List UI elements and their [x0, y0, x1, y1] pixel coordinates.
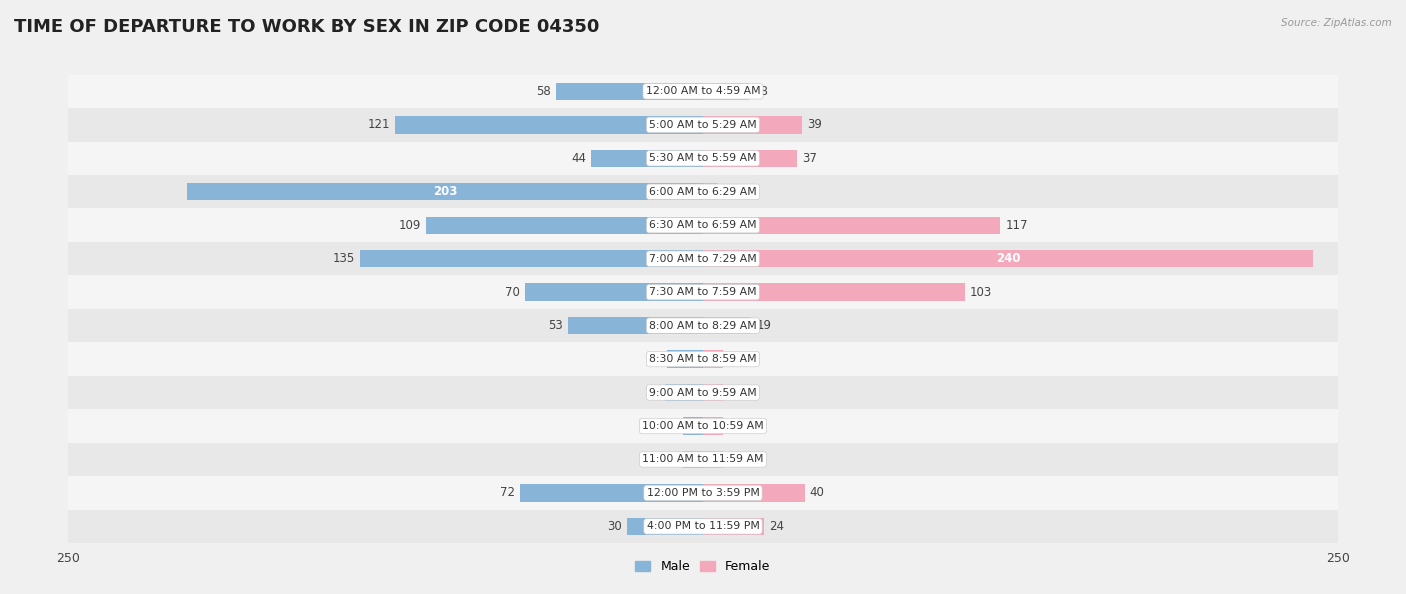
Bar	[67, 75, 1339, 108]
Bar	[524, 283, 703, 301]
Text: 12:00 PM to 3:59 PM: 12:00 PM to 3:59 PM	[647, 488, 759, 498]
Text: 19: 19	[756, 319, 772, 332]
Text: 37: 37	[801, 152, 817, 165]
Bar	[360, 250, 703, 267]
Bar	[555, 83, 703, 100]
Bar	[67, 409, 1339, 443]
Bar	[67, 242, 1339, 276]
Text: 39: 39	[807, 118, 823, 131]
Bar	[426, 217, 703, 234]
Text: 58: 58	[536, 85, 551, 98]
Text: 44: 44	[571, 152, 586, 165]
Text: 6: 6	[723, 185, 731, 198]
Bar	[67, 476, 1339, 510]
Bar	[187, 183, 703, 200]
Bar	[703, 384, 723, 401]
Text: TIME OF DEPARTURE TO WORK BY SEX IN ZIP CODE 04350: TIME OF DEPARTURE TO WORK BY SEX IN ZIP …	[14, 18, 599, 36]
Text: 53: 53	[548, 319, 564, 332]
Bar	[703, 518, 763, 535]
Text: 121: 121	[368, 118, 391, 131]
Bar	[703, 451, 723, 468]
Text: 117: 117	[1005, 219, 1028, 232]
Text: 40: 40	[810, 486, 825, 500]
Text: 6:00 AM to 6:29 AM: 6:00 AM to 6:29 AM	[650, 187, 756, 197]
Text: 203: 203	[433, 185, 457, 198]
Text: 5:30 AM to 5:59 AM: 5:30 AM to 5:59 AM	[650, 153, 756, 163]
Bar	[683, 418, 703, 435]
Text: 0: 0	[728, 386, 735, 399]
Text: 30: 30	[607, 520, 621, 533]
Text: 0: 0	[671, 453, 678, 466]
Bar	[67, 342, 1339, 376]
Bar	[703, 83, 749, 100]
Bar	[703, 418, 723, 435]
Bar	[67, 309, 1339, 342]
Text: 0: 0	[671, 419, 678, 432]
Text: 4:00 PM to 11:59 PM: 4:00 PM to 11:59 PM	[647, 522, 759, 532]
Text: 12:00 AM to 4:59 AM: 12:00 AM to 4:59 AM	[645, 86, 761, 96]
Bar	[668, 350, 703, 368]
Bar	[67, 376, 1339, 409]
Text: 9:00 AM to 9:59 AM: 9:00 AM to 9:59 AM	[650, 387, 756, 397]
Text: 5:00 AM to 5:29 AM: 5:00 AM to 5:29 AM	[650, 120, 756, 130]
Text: 7:00 AM to 7:29 AM: 7:00 AM to 7:29 AM	[650, 254, 756, 264]
Text: 240: 240	[995, 252, 1021, 265]
Bar	[703, 317, 751, 334]
Bar	[703, 250, 1313, 267]
Bar	[67, 141, 1339, 175]
Bar	[568, 317, 703, 334]
Bar	[703, 116, 801, 134]
Text: 135: 135	[333, 252, 354, 265]
Text: 14: 14	[647, 353, 662, 365]
Bar	[67, 208, 1339, 242]
Bar	[703, 350, 723, 368]
Bar	[703, 217, 1001, 234]
Text: 8:30 AM to 8:59 AM: 8:30 AM to 8:59 AM	[650, 354, 756, 364]
Text: Source: ZipAtlas.com: Source: ZipAtlas.com	[1281, 18, 1392, 28]
Text: 18: 18	[754, 85, 769, 98]
Bar	[67, 276, 1339, 309]
Text: 10:00 AM to 10:59 AM: 10:00 AM to 10:59 AM	[643, 421, 763, 431]
Text: 6:30 AM to 6:59 AM: 6:30 AM to 6:59 AM	[650, 220, 756, 230]
Bar	[703, 183, 718, 200]
Text: 0: 0	[728, 419, 735, 432]
Text: 0: 0	[728, 453, 735, 466]
Text: 0: 0	[728, 353, 735, 365]
Text: 24: 24	[769, 520, 785, 533]
Bar	[591, 150, 703, 167]
Bar	[395, 116, 703, 134]
Bar	[67, 175, 1339, 208]
Bar	[703, 484, 804, 502]
Text: 8:00 AM to 8:29 AM: 8:00 AM to 8:29 AM	[650, 321, 756, 331]
Text: 15: 15	[645, 386, 659, 399]
Bar	[520, 484, 703, 502]
Text: 11:00 AM to 11:59 AM: 11:00 AM to 11:59 AM	[643, 454, 763, 465]
Bar	[683, 451, 703, 468]
Bar	[703, 150, 797, 167]
Text: 7:30 AM to 7:59 AM: 7:30 AM to 7:59 AM	[650, 287, 756, 297]
Bar	[703, 283, 965, 301]
Bar	[665, 384, 703, 401]
Legend: Male, Female: Male, Female	[630, 555, 776, 578]
Text: 72: 72	[501, 486, 515, 500]
Bar	[627, 518, 703, 535]
Text: 109: 109	[398, 219, 420, 232]
Text: 103: 103	[970, 286, 993, 299]
Bar	[67, 510, 1339, 543]
Bar	[67, 443, 1339, 476]
Text: 70: 70	[505, 286, 520, 299]
Bar	[67, 108, 1339, 141]
